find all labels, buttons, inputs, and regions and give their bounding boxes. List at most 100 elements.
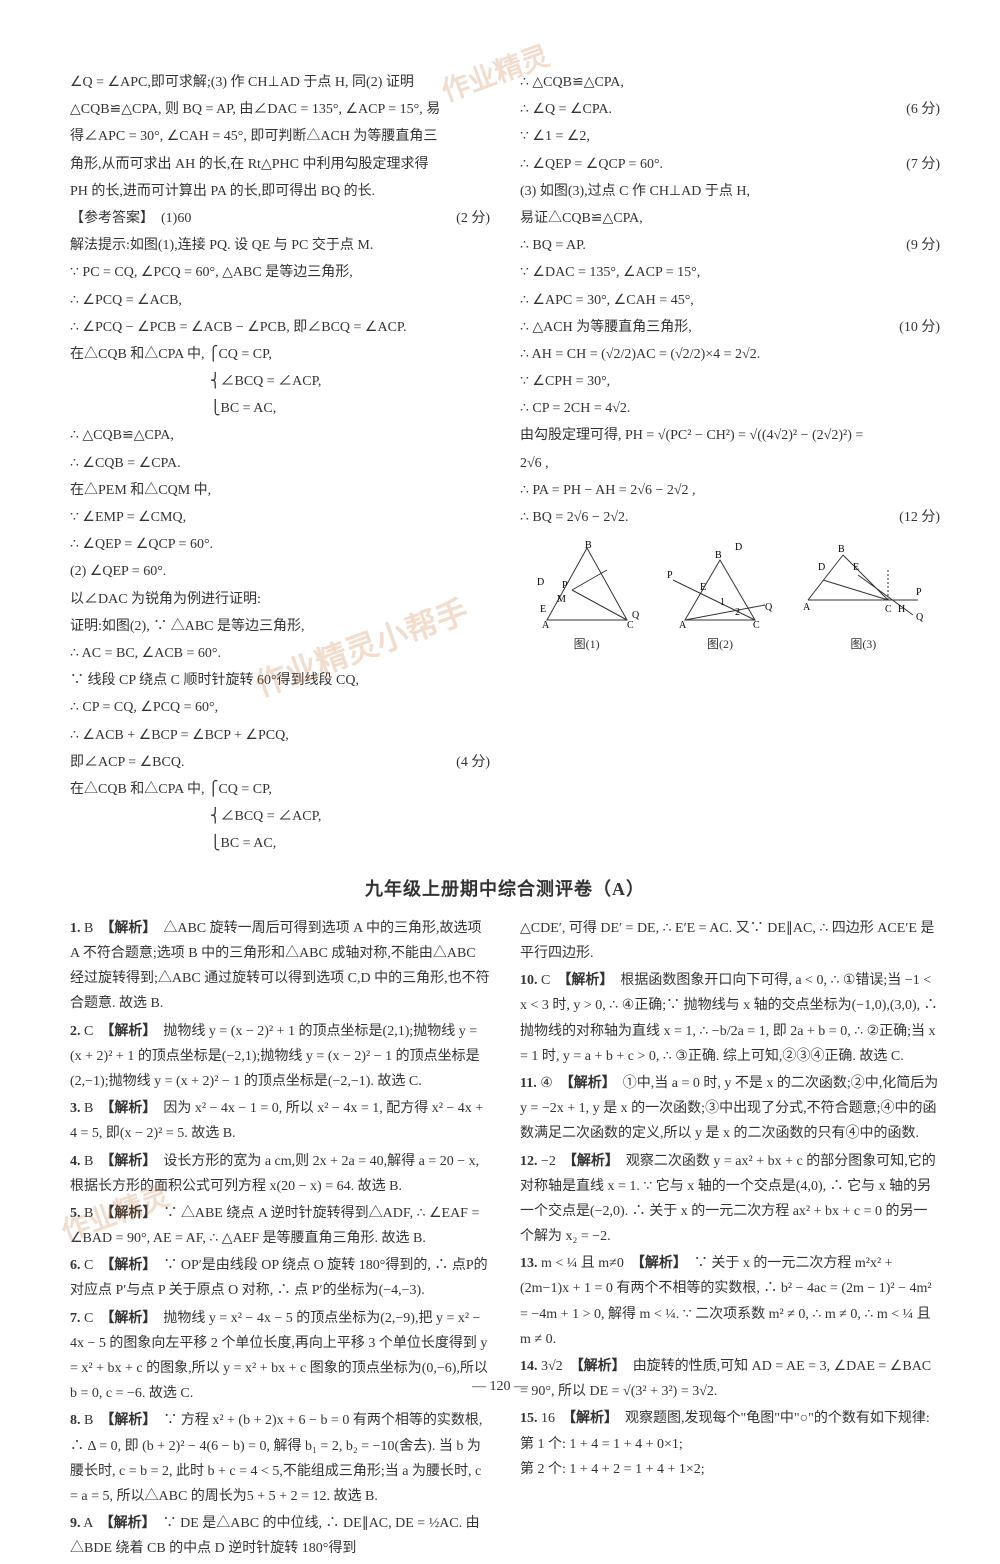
analysis-tag: 【解析】 <box>107 1413 149 1428</box>
question-number: 11. <box>520 1076 537 1091</box>
question-number: 4. <box>70 1154 81 1169</box>
answer-value: 3√2 <box>541 1359 563 1374</box>
solution-line: ∴ ∠PCQ − ∠PCB = ∠ACB − ∠PCB, 即∠BCQ = ∠AC… <box>70 315 490 340</box>
solution-line: ∵ ∠EMP = ∠CMQ, <box>70 505 490 530</box>
svg-text:D: D <box>735 542 742 553</box>
solution-line: ∴ ∠QEP = ∠QCP = 60°. <box>70 532 490 557</box>
solution-line: ⎩BC = AC, <box>70 831 490 856</box>
solution-line: ∴ △CQB≌△CPA, <box>520 70 940 95</box>
answer-value: A <box>83 1516 92 1531</box>
svg-text:M: M <box>557 594 566 605</box>
svg-text:B: B <box>838 544 845 555</box>
score-marker: (7 分) <box>906 152 940 177</box>
answer-value: m < ¼ 且 m≠0 <box>541 1256 624 1271</box>
solution-line: (2) ∠QEP = 60°. <box>70 559 490 584</box>
svg-text:P: P <box>562 580 568 591</box>
question-number: 2. <box>70 1024 81 1039</box>
answer-item: 1. B 【解析】 △ABC 旋转一周后可得到选项 A 中的三角形,故选项 A … <box>70 916 490 1017</box>
question-number: 12. <box>520 1154 538 1169</box>
solution-line: ∠Q = ∠APC,即可求解;(3) 作 CH⊥AD 于点 H, 同(2) 证明 <box>70 70 490 95</box>
solution-line: 在△CQB 和△CPA 中, ⎧CQ = CP, <box>70 342 490 367</box>
question-number: 13. <box>520 1256 538 1271</box>
analysis-tag: 【解析】 <box>564 973 606 988</box>
answer-item: 13. m < ¼ 且 m≠0 【解析】 ∵ 关于 x 的一元二次方程 m²x²… <box>520 1251 940 1352</box>
answer-value: B <box>84 1154 93 1169</box>
question-number: 3. <box>70 1101 81 1116</box>
answer-item: 6. C 【解析】 ∵ OP′是由线段 OP 绕点 O 旋转 180°得到的, … <box>70 1253 490 1303</box>
solution-line: ∴ CP = 2CH = 4√2. <box>520 396 940 421</box>
analysis-tag: 【解析】 <box>577 1359 619 1374</box>
analysis-tag: 【解析】 <box>107 1101 149 1116</box>
answer-value: 16 <box>541 1411 555 1426</box>
svg-text:Q: Q <box>916 612 924 623</box>
svg-text:C: C <box>753 620 760 630</box>
svg-text:A: A <box>679 620 687 630</box>
answer-value: B <box>84 921 93 936</box>
answer-value: −2 <box>541 1154 556 1169</box>
solution-line: (3) 如图(3),过点 C 作 CH⊥AD 于点 H, <box>520 179 940 204</box>
svg-text:D: D <box>537 577 544 588</box>
svg-text:A: A <box>542 620 550 630</box>
solution-line: ∴ △ACH 为等腰直角三角形,(10 分) <box>520 315 940 340</box>
question-number: 9. <box>70 1516 81 1531</box>
answer-item: 3. B 【解析】 因为 x² − 4x − 1 = 0, 所以 x² − 4x… <box>70 1096 490 1146</box>
score-marker: (12 分) <box>899 505 940 530</box>
figure-label: 图(2) <box>665 634 775 656</box>
solution-line: 易证△CQB≌△CPA, <box>520 206 940 231</box>
answer-item: 11. ④ 【解析】 ①中,当 a = 0 时, y 不是 x 的二次函数;②中… <box>520 1071 940 1147</box>
analysis-tag: 【解析】 <box>107 1311 149 1326</box>
solution-line: ∴ ∠ACB + ∠BCP = ∠BCP + ∠PCQ, <box>70 723 490 748</box>
svg-text:E: E <box>700 582 706 593</box>
solution-line: ∴ ∠QEP = ∠QCP = 60°.(7 分) <box>520 152 940 177</box>
question-number: 1. <box>70 921 81 936</box>
score-marker: (6 分) <box>906 97 940 122</box>
solution-line: 证明:如图(2), ∵ △ABC 是等边三角形, <box>70 614 490 639</box>
score-marker: (10 分) <box>899 315 940 340</box>
analysis-tag: 【解析】 <box>569 1411 611 1426</box>
solution-line: ∴ AH = CH = (√2/2)AC = (√2/2)×4 = 2√2. <box>520 342 940 367</box>
solution-line: 【参考答案】 (1)60(2 分) <box>70 206 490 231</box>
svg-text:B: B <box>715 550 722 561</box>
svg-text:2: 2 <box>735 607 740 618</box>
answer-value: C <box>84 1311 93 1326</box>
answer-value: B <box>84 1206 93 1221</box>
answer-item: 12. −2 【解析】 观察二次函数 y = ax² + bx + c 的部分图… <box>520 1149 940 1250</box>
answer-item: 15. 16 【解析】 观察题图,发现每个"龟图"中"○"的个数有如下规律:第 … <box>520 1406 940 1482</box>
answer-item: 4. B 【解析】 设长方形的宽为 a cm,则 2x + 2a = 40,解得… <box>70 1149 490 1199</box>
solution-line: ∵ ∠1 = ∠2, <box>520 124 940 149</box>
bottom-right-column: △CDE′, 可得 DE′ = DE, ∴ E′E = AC. 又∵ DE∥AC… <box>520 916 940 1564</box>
top-solution-section: ∠Q = ∠APC,即可求解;(3) 作 CH⊥AD 于点 H, 同(2) 证明… <box>70 70 940 858</box>
answer-value: C <box>541 973 550 988</box>
page-number: — 120 — <box>0 1374 1000 1399</box>
solution-line: ∵ ∠DAC = 135°, ∠ACP = 15°, <box>520 260 940 285</box>
svg-text:E: E <box>540 604 546 615</box>
answer-body: △CDE′, 可得 DE′ = DE, ∴ E′E = AC. 又∵ DE∥AC… <box>520 921 934 961</box>
question-number: 6. <box>70 1258 81 1273</box>
question-number: 14. <box>520 1359 538 1374</box>
solution-line: ∵ ∠CPH = 30°, <box>520 369 940 394</box>
figure-1: D P M E B A C Q 图(1) <box>532 540 642 656</box>
analysis-tag: 【解析】 <box>107 1258 149 1273</box>
solution-line: ∴ CP = CQ, ∠PCQ = 60°, <box>70 695 490 720</box>
analysis-tag: 【解析】 <box>570 1154 612 1169</box>
solution-line: ∴ ∠APC = 30°, ∠CAH = 45°, <box>520 288 940 313</box>
solution-line: ∴ PA = PH − AH = 2√6 − 2√2 , <box>520 478 940 503</box>
answer-item: 8. B 【解析】 ∵ 方程 x² + (b + 2)x + 6 − b = 0… <box>70 1408 490 1509</box>
analysis-tag: 【解析】 <box>107 921 149 936</box>
figure-label: 图(1) <box>532 634 642 656</box>
solution-line: ∴ ∠PCQ = ∠ACB, <box>70 288 490 313</box>
solution-line: 在△PEM 和△CQM 中, <box>70 478 490 503</box>
answer-item: 2. C 【解析】 抛物线 y = (x − 2)² + 1 的顶点坐标是(2,… <box>70 1019 490 1095</box>
solution-line: ⎩BC = AC, <box>70 396 490 421</box>
solution-line: ∵ PC = CQ, ∠PCQ = 60°, △ABC 是等边三角形, <box>70 260 490 285</box>
solution-line: 2√6 , <box>520 451 940 476</box>
solution-line: ∵ 线段 CP 绕点 C 顺时针旋转 60°得到线段 CQ, <box>70 668 490 693</box>
section-title: 九年级上册期中综合测评卷（A） <box>70 873 940 905</box>
figure-row: D P M E B A C Q 图(1) D P B <box>520 540 940 656</box>
analysis-tag: 【解析】 <box>567 1076 609 1091</box>
answer-item: 5. B 【解析】 ∵ △ABE 绕点 A 逆时针旋转得到△ADF, ∴ ∠EA… <box>70 1201 490 1251</box>
top-left-column: ∠Q = ∠APC,即可求解;(3) 作 CH⊥AD 于点 H, 同(2) 证明… <box>70 70 490 858</box>
question-number: 8. <box>70 1413 81 1428</box>
answer-item: 9. A 【解析】 ∵ DE 是△ABC 的中位线, ∴ DE∥AC, DE =… <box>70 1511 490 1561</box>
svg-text:C: C <box>627 620 634 630</box>
